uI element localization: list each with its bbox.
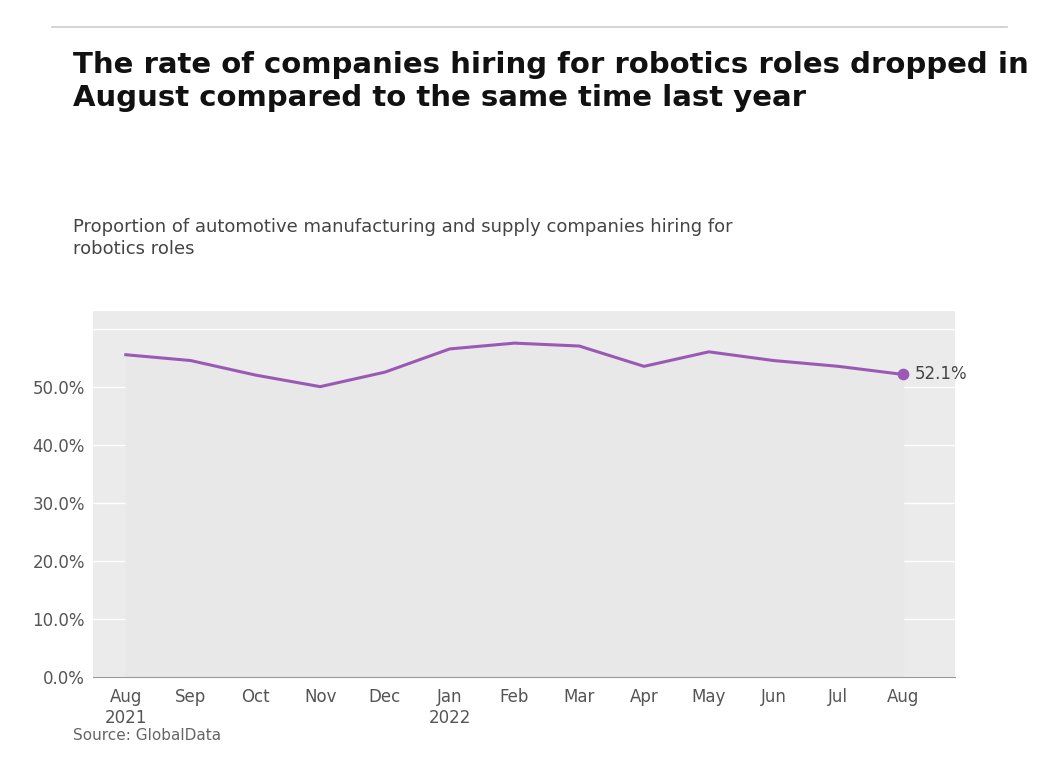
Text: The rate of companies hiring for robotics roles dropped in
August compared to th: The rate of companies hiring for robotic… <box>73 51 1029 112</box>
Point <box>895 368 911 380</box>
Text: Proportion of automotive manufacturing and supply companies hiring for
robotics : Proportion of automotive manufacturing a… <box>73 218 732 258</box>
Text: 52.1%: 52.1% <box>914 366 967 384</box>
Text: Source: GlobalData: Source: GlobalData <box>73 728 221 743</box>
